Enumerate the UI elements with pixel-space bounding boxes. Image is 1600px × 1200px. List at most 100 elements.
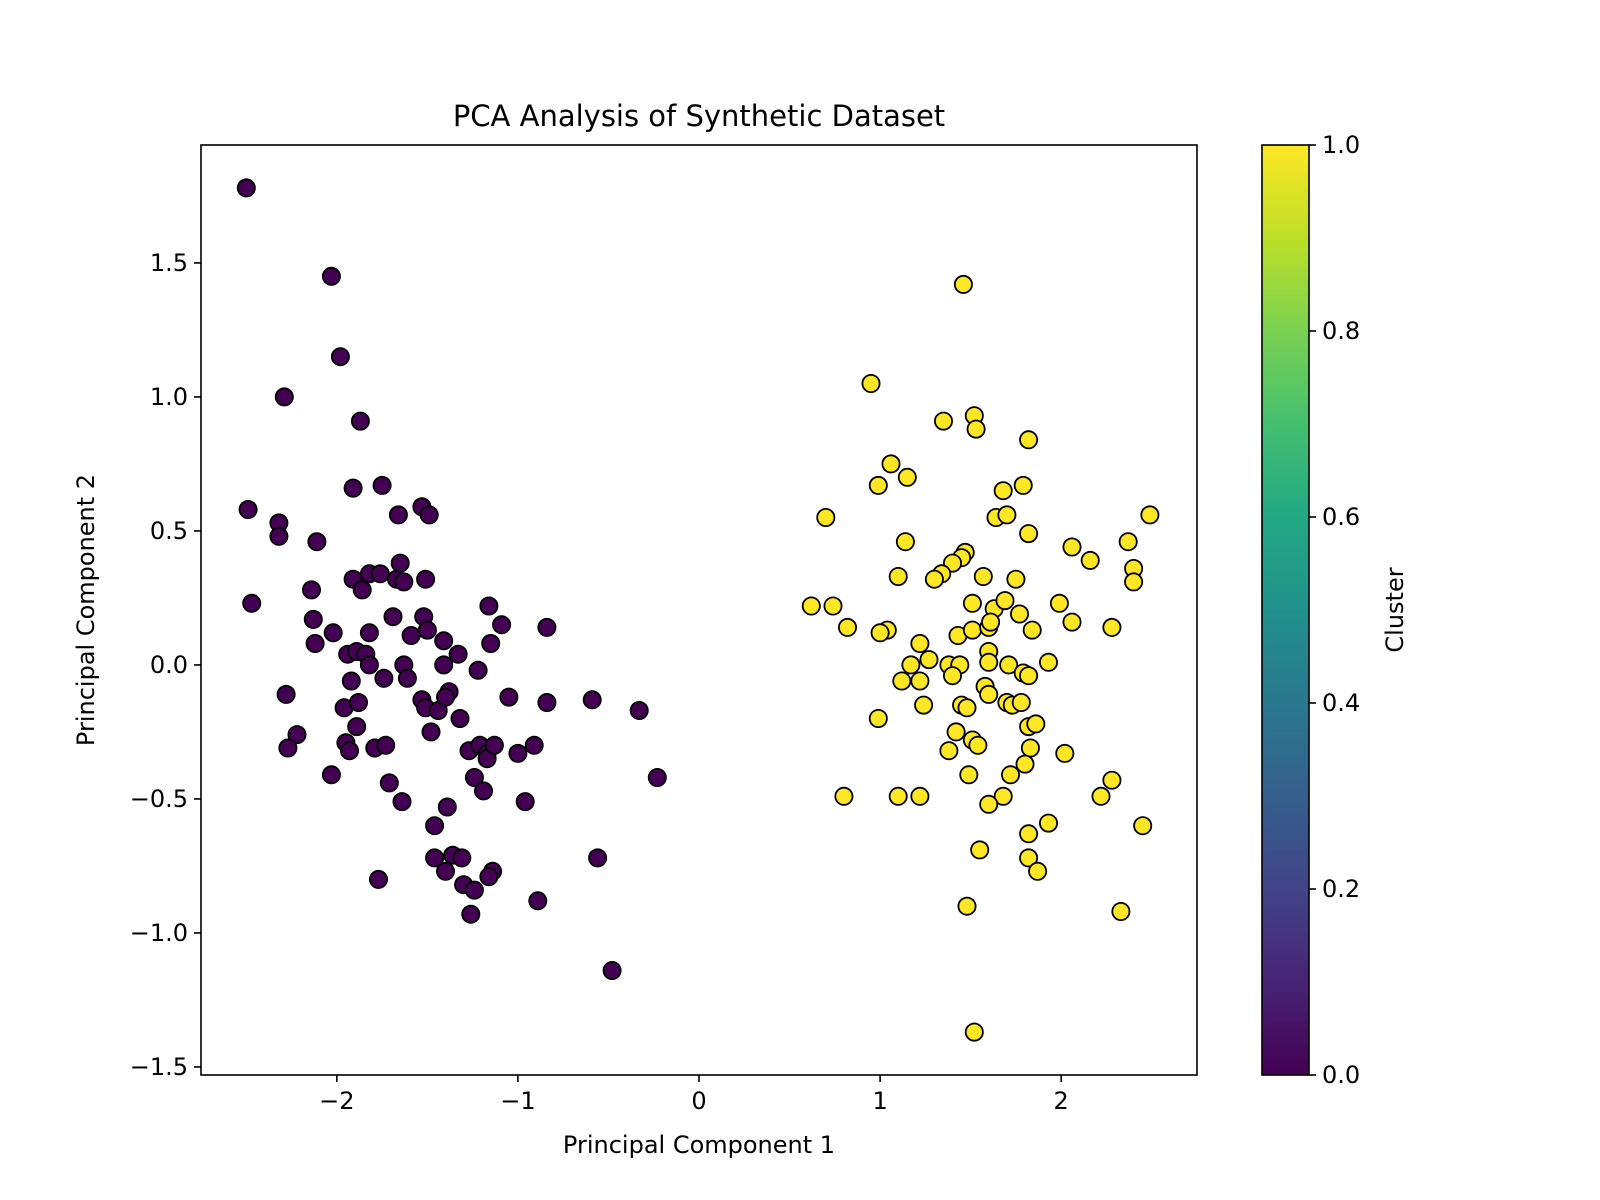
point-cluster-0-32 bbox=[448, 644, 468, 664]
point-cluster-0-41 bbox=[359, 655, 379, 675]
point-cluster-1-0 bbox=[953, 274, 973, 294]
x-tick-label-2: 0 bbox=[691, 1087, 706, 1115]
point-cluster-0-20 bbox=[352, 580, 372, 600]
point-cluster-0-58 bbox=[629, 701, 649, 721]
point-cluster-0-94 bbox=[588, 848, 608, 868]
point-cluster-0-43 bbox=[434, 655, 454, 675]
point-cluster-0-84 bbox=[425, 816, 445, 836]
point-cluster-1-54 bbox=[999, 655, 1019, 675]
point-cluster-0-11 bbox=[388, 505, 408, 525]
point-cluster-0-96 bbox=[461, 904, 481, 924]
y-axis-ticks: −1.5 −1.0 −0.5 0.0 0.5 1.0 1.5 bbox=[130, 249, 201, 1081]
point-cluster-1-70 bbox=[946, 722, 966, 742]
point-cluster-0-62 bbox=[347, 717, 367, 737]
point-cluster-1-60 bbox=[1019, 666, 1039, 686]
point-cluster-1-27 bbox=[1140, 505, 1160, 525]
point-cluster-1-23 bbox=[1006, 569, 1026, 589]
point-cluster-0-73 bbox=[484, 735, 504, 755]
point-cluster-0-92 bbox=[479, 867, 499, 887]
point-cluster-1-73 bbox=[939, 741, 959, 761]
point-cluster-1-88 bbox=[1019, 824, 1039, 844]
point-cluster-0-57 bbox=[582, 690, 602, 710]
x-tick-label-0: −2 bbox=[319, 1087, 354, 1115]
point-cluster-0-3 bbox=[274, 387, 294, 407]
point-cluster-0-36 bbox=[537, 617, 557, 637]
x-tick-label-3: 1 bbox=[872, 1087, 887, 1115]
point-cluster-0-97 bbox=[602, 961, 622, 981]
point-cluster-1-7 bbox=[868, 475, 888, 495]
point-cluster-1-8 bbox=[897, 467, 917, 487]
point-cluster-1-35 bbox=[1010, 604, 1030, 624]
point-cluster-1-20 bbox=[924, 569, 944, 589]
point-cluster-0-46 bbox=[374, 668, 394, 688]
point-cluster-0-13 bbox=[419, 505, 439, 525]
point-cluster-0-54 bbox=[435, 687, 455, 707]
point-cluster-0-2 bbox=[330, 347, 350, 367]
point-cluster-1-10 bbox=[1013, 475, 1033, 495]
point-cluster-0-5 bbox=[238, 499, 258, 519]
point-cluster-0-44 bbox=[468, 660, 488, 680]
point-cluster-1-65 bbox=[957, 698, 977, 718]
chart-title: PCA Analysis of Synthetic Dataset bbox=[453, 99, 945, 133]
point-cluster-0-77 bbox=[379, 773, 399, 793]
point-cluster-0-83 bbox=[437, 797, 457, 817]
colorbar-gradient bbox=[1262, 145, 1309, 1075]
point-cluster-1-31 bbox=[823, 596, 843, 616]
point-cluster-1-9 bbox=[993, 481, 1013, 501]
point-cluster-1-86 bbox=[979, 794, 999, 814]
point-cluster-1-83 bbox=[888, 786, 908, 806]
point-cluster-0-76 bbox=[321, 765, 341, 785]
point-cluster-1-81 bbox=[1102, 770, 1122, 790]
point-cluster-1-45 bbox=[1062, 612, 1082, 632]
point-cluster-1-26 bbox=[1118, 532, 1138, 552]
point-cluster-0-0 bbox=[236, 178, 256, 198]
y-axis-label: Principal Component 2 bbox=[72, 474, 100, 746]
point-cluster-1-44 bbox=[1022, 620, 1042, 640]
point-cluster-0-7 bbox=[269, 526, 289, 546]
point-cluster-0-67 bbox=[421, 722, 441, 742]
point-cluster-0-14 bbox=[242, 593, 262, 613]
point-cluster-1-1 bbox=[861, 373, 881, 393]
point-cluster-1-37 bbox=[838, 617, 858, 637]
point-cluster-0-35 bbox=[481, 634, 501, 654]
point-cluster-1-13 bbox=[816, 507, 836, 527]
point-cluster-1-55 bbox=[1039, 652, 1059, 672]
y-tick-label-6: 1.5 bbox=[150, 249, 188, 277]
y-tick-label-1: −1.0 bbox=[130, 919, 188, 947]
y-tick-label-2: −0.5 bbox=[130, 785, 188, 813]
point-cluster-1-85 bbox=[993, 786, 1013, 806]
point-cluster-1-6 bbox=[881, 454, 901, 474]
point-cluster-1-46 bbox=[1102, 617, 1122, 637]
colorbar-ticks: 0.0 0.2 0.4 0.6 0.8 1.0 bbox=[1309, 131, 1360, 1089]
point-cluster-1-12 bbox=[997, 505, 1017, 525]
point-cluster-1-82 bbox=[834, 786, 854, 806]
point-cluster-0-85 bbox=[425, 848, 445, 868]
point-cluster-0-74 bbox=[508, 743, 528, 763]
point-cluster-1-96 bbox=[964, 1022, 984, 1042]
point-cluster-1-51 bbox=[919, 650, 939, 670]
data-points bbox=[236, 178, 1160, 1042]
point-cluster-0-4 bbox=[350, 411, 370, 431]
point-cluster-0-24 bbox=[390, 553, 410, 573]
point-cluster-1-29 bbox=[1124, 572, 1144, 592]
point-cluster-1-90 bbox=[1133, 816, 1153, 836]
x-tick-label-4: 2 bbox=[1054, 1087, 1069, 1115]
point-cluster-1-58 bbox=[943, 666, 963, 686]
point-cluster-0-90 bbox=[464, 880, 484, 900]
point-cluster-0-8 bbox=[307, 532, 327, 552]
point-cluster-1-34 bbox=[995, 591, 1015, 611]
colorbar-tick-label-1: 0.2 bbox=[1322, 875, 1360, 903]
point-cluster-0-22 bbox=[370, 564, 390, 584]
y-tick-label-5: 1.0 bbox=[150, 383, 188, 411]
point-cluster-1-79 bbox=[959, 765, 979, 785]
colorbar-label: Cluster bbox=[1381, 567, 1409, 652]
point-cluster-0-18 bbox=[305, 634, 325, 654]
point-cluster-0-55 bbox=[499, 687, 519, 707]
point-cluster-0-56 bbox=[537, 693, 557, 713]
point-cluster-1-5 bbox=[1019, 430, 1039, 450]
point-cluster-0-75 bbox=[524, 735, 544, 755]
point-cluster-0-33 bbox=[479, 596, 499, 616]
point-cluster-1-14 bbox=[1019, 524, 1039, 544]
point-cluster-0-64 bbox=[339, 741, 359, 761]
point-cluster-0-1 bbox=[321, 266, 341, 286]
